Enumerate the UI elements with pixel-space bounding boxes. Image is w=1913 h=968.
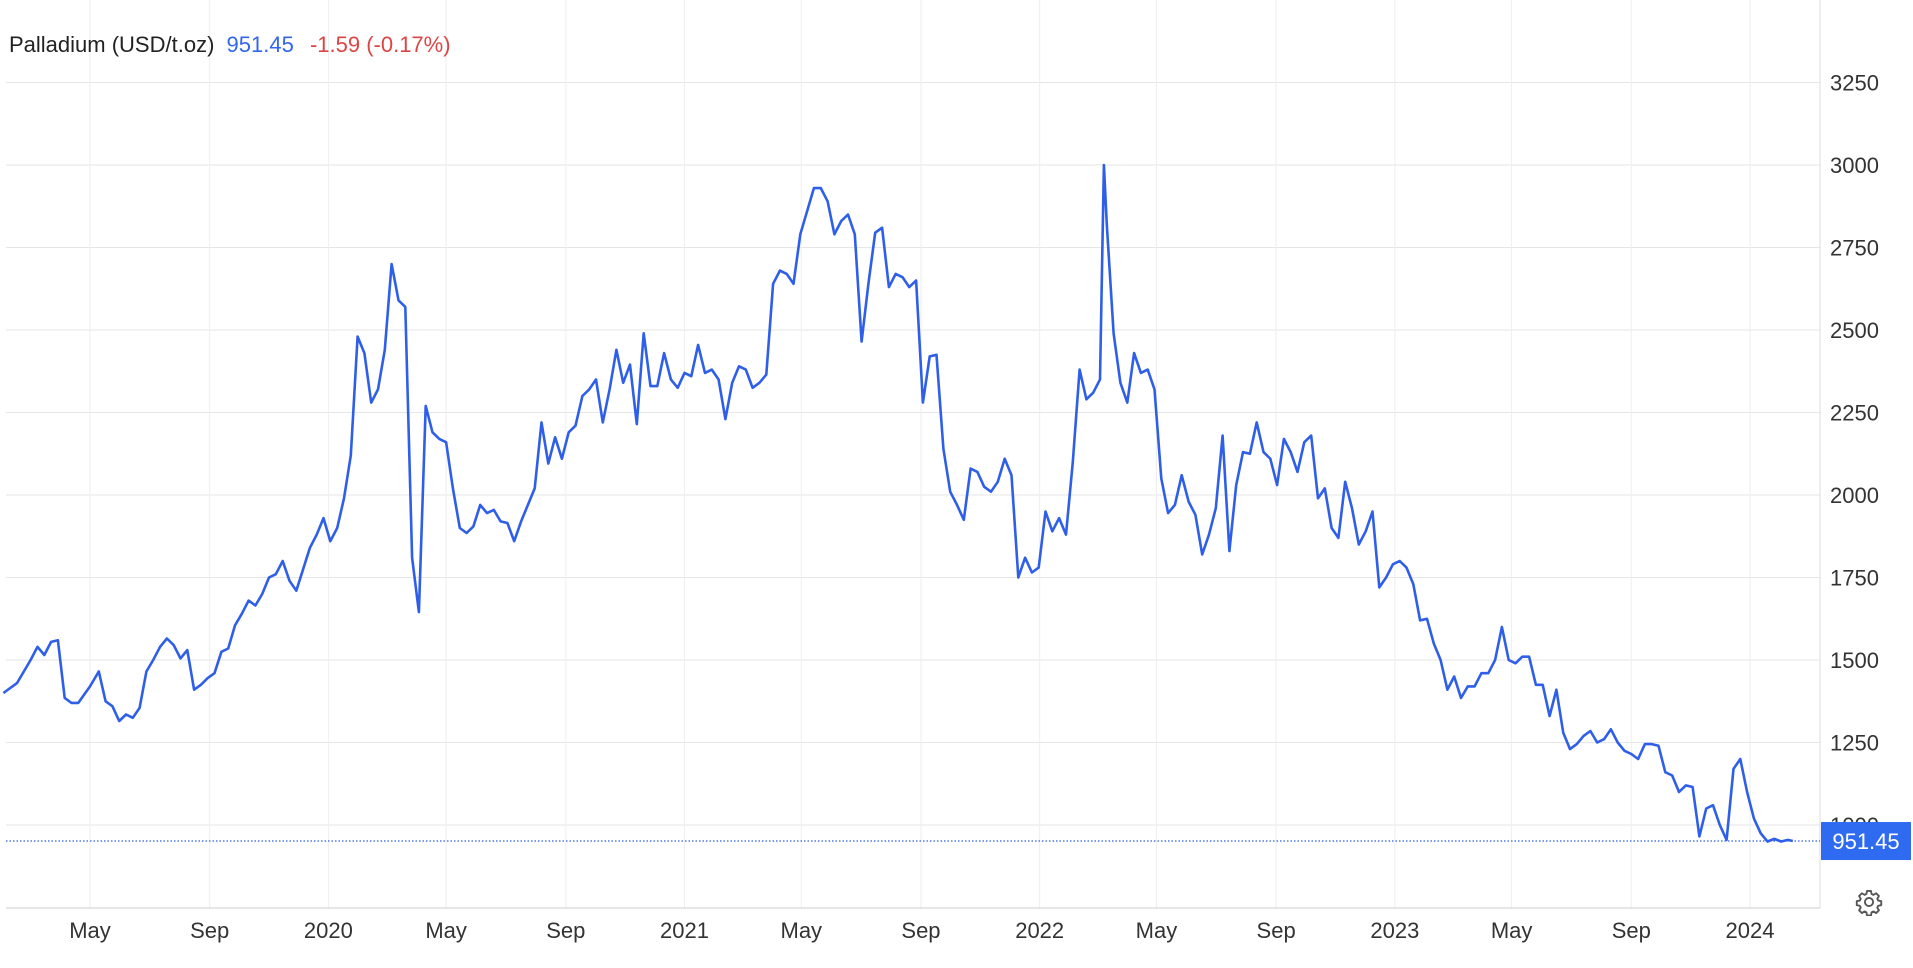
x-tick-label: Sep: [1612, 918, 1651, 943]
y-tick-label: 1250: [1830, 731, 1879, 756]
y-tick-label: 2000: [1830, 483, 1879, 508]
x-tick-label: Sep: [901, 918, 940, 943]
chart-legend: Palladium (USD/t.oz) 951.45 -1.59 (-0.17…: [9, 32, 451, 58]
x-tick-label: Sep: [190, 918, 229, 943]
grid: [6, 0, 1820, 908]
x-tick-label: 2022: [1015, 918, 1064, 943]
x-tick-label: May: [1491, 918, 1533, 943]
x-tick-label: 2020: [304, 918, 353, 943]
price-tag-label: 951.45: [1832, 829, 1899, 854]
axes: 1000125015001750200022502500275030003250…: [6, 0, 1879, 943]
legend-price: 951.45: [226, 32, 294, 57]
y-tick-label: 3000: [1830, 153, 1879, 178]
y-tick-label: 1750: [1830, 566, 1879, 591]
price-tag-group: 951.45: [6, 822, 1911, 861]
x-tick-label: Sep: [1257, 918, 1296, 943]
y-tick-label: 2250: [1830, 401, 1879, 426]
y-tick-label: 2750: [1830, 236, 1879, 261]
series-line[interactable]: [2, 163, 1794, 843]
y-tick-label: 1500: [1830, 648, 1879, 673]
x-tick-label: May: [69, 918, 111, 943]
price-tag-box: [1821, 822, 1911, 861]
x-tick-label: May: [1136, 918, 1178, 943]
gear-icon[interactable]: [1855, 888, 1883, 916]
y-tick-label: 3250: [1830, 71, 1879, 96]
legend-series-name: Palladium (USD/t.oz): [9, 32, 215, 57]
x-tick-label: 2024: [1726, 918, 1775, 943]
plot-area[interactable]: [2, 163, 1794, 843]
legend-change: -1.59 (-0.17%): [309, 32, 451, 57]
x-tick-label: May: [781, 918, 823, 943]
y-tick-label: 2500: [1830, 318, 1879, 343]
x-tick-label: 2021: [660, 918, 709, 943]
x-tick-label: May: [425, 918, 467, 943]
x-tick-label: 2023: [1370, 918, 1419, 943]
x-tick-label: Sep: [546, 918, 585, 943]
